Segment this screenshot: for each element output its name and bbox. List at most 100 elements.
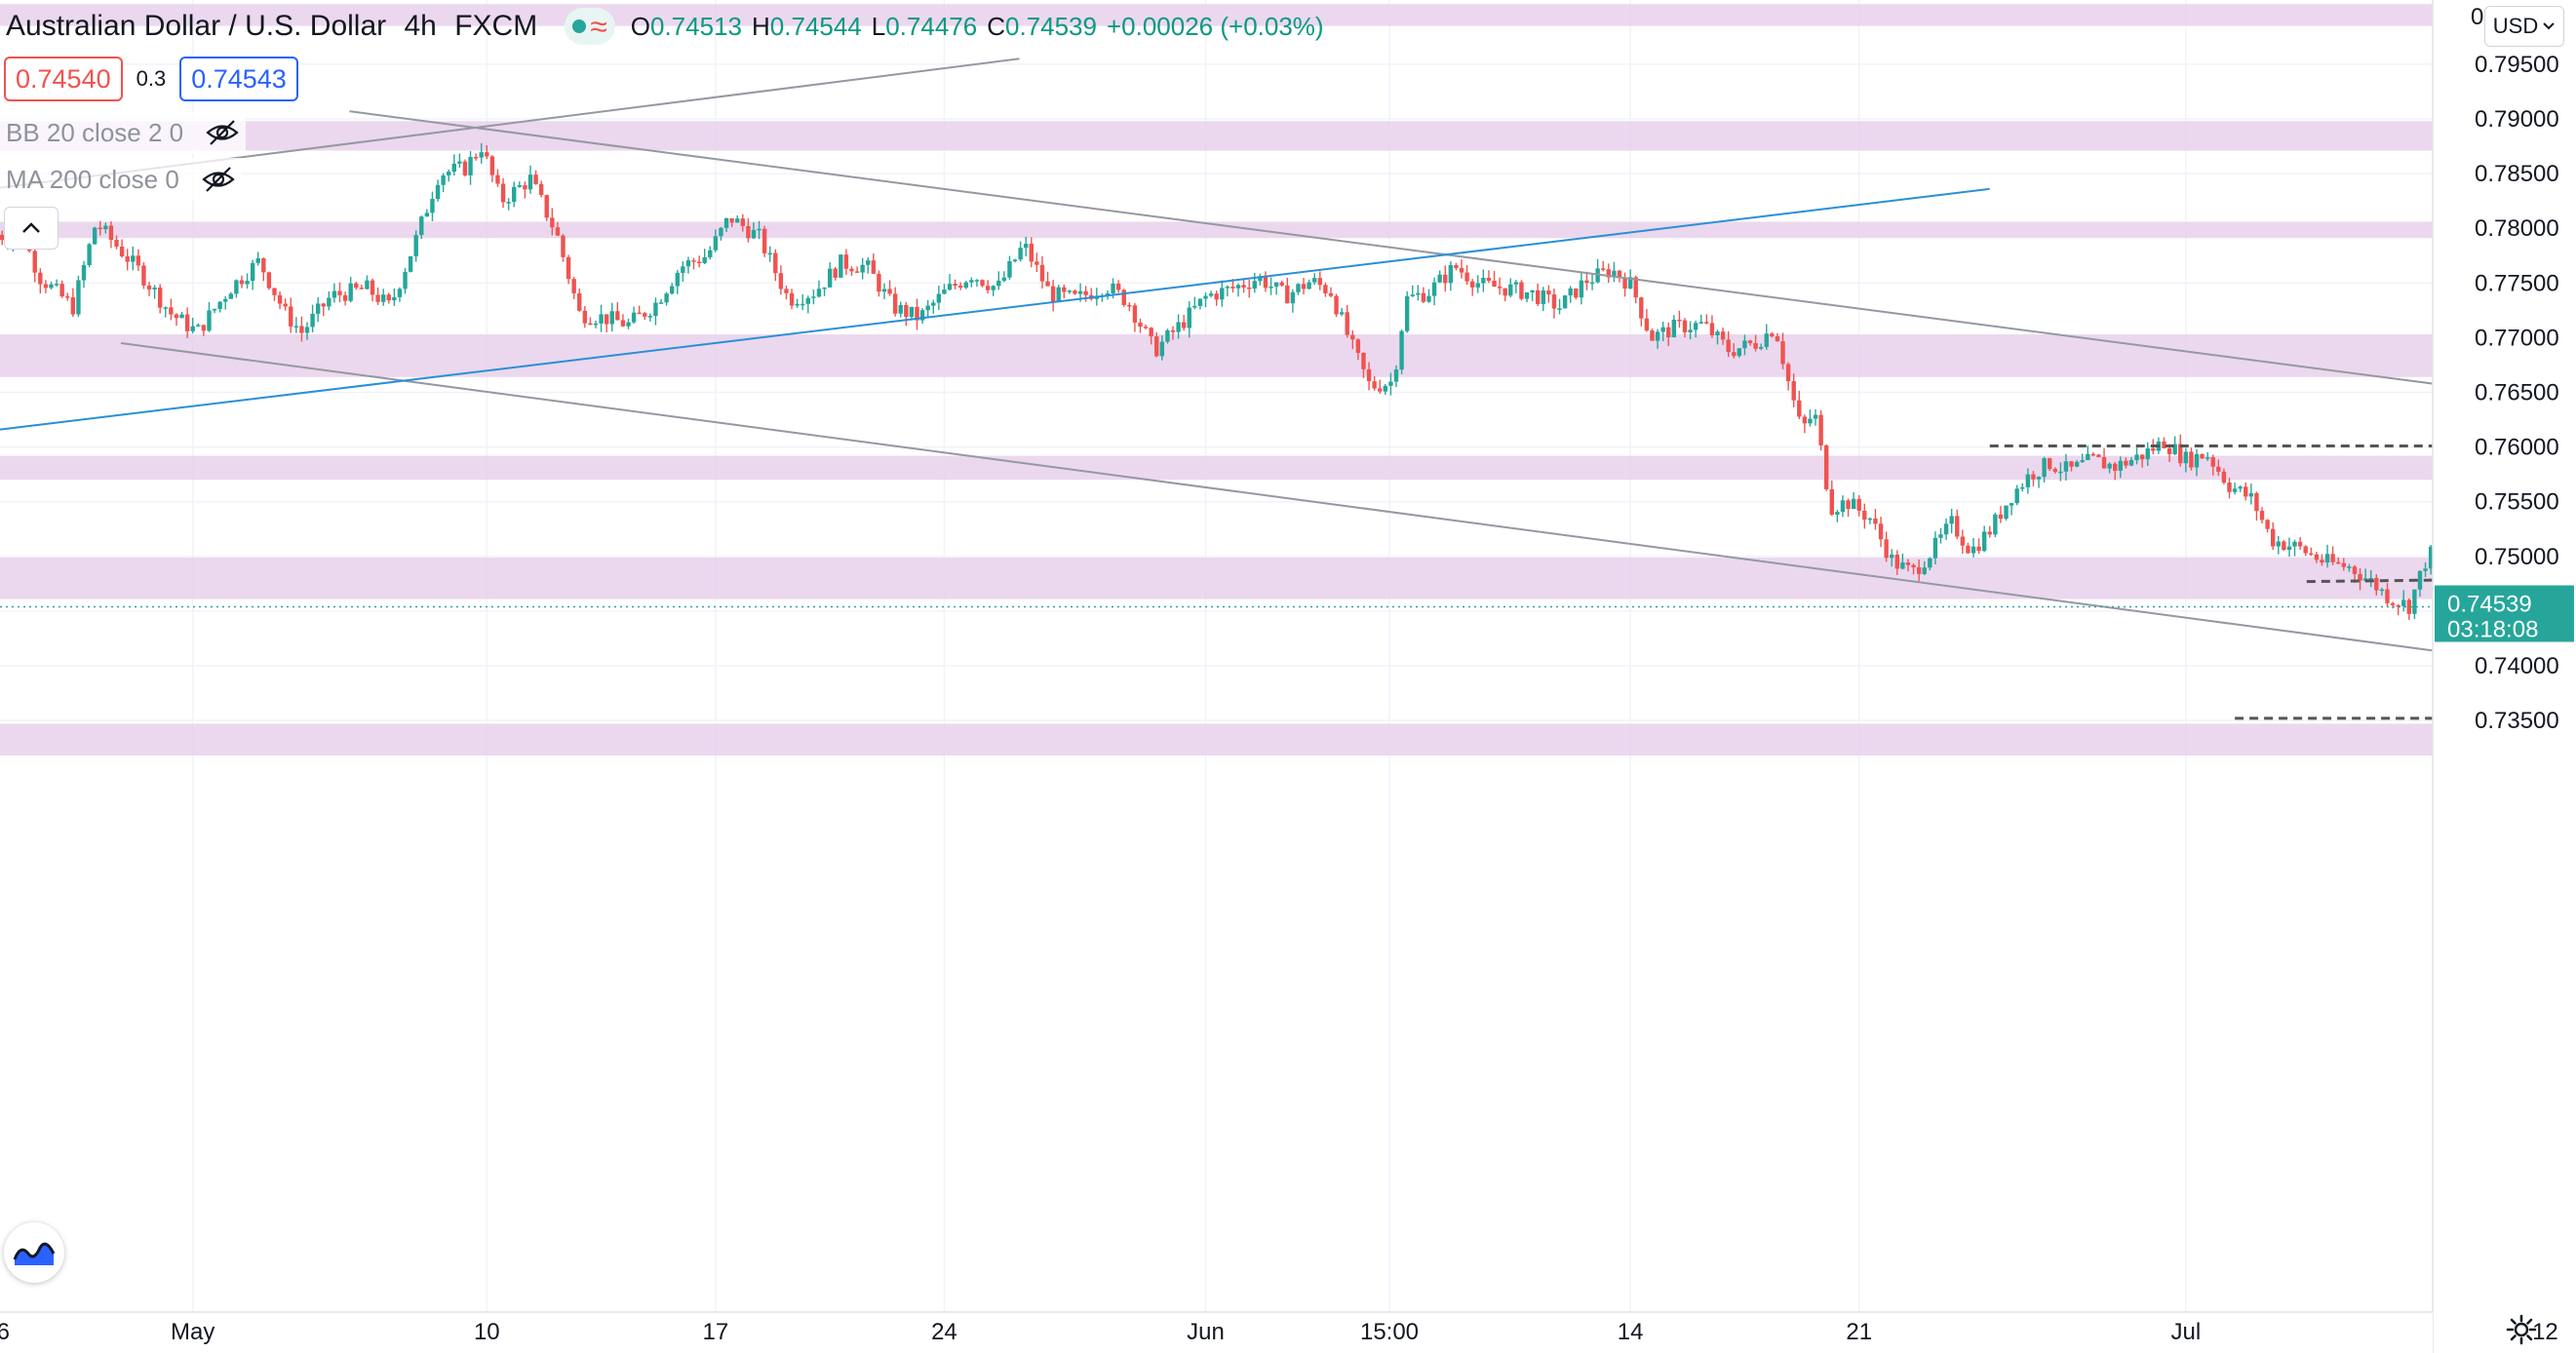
candle-body[interactable] bbox=[2335, 561, 2341, 564]
candle-body[interactable] bbox=[887, 289, 892, 294]
candle-body[interactable] bbox=[843, 254, 849, 269]
candle-body[interactable] bbox=[653, 302, 658, 317]
candle-body[interactable] bbox=[2320, 560, 2324, 563]
candle-body[interactable] bbox=[1323, 285, 1328, 293]
candle-body[interactable] bbox=[969, 280, 974, 283]
candle-body[interactable] bbox=[1513, 282, 1519, 285]
candle-body[interactable] bbox=[1279, 282, 1284, 286]
candle-body[interactable] bbox=[1922, 567, 1927, 574]
candle-body[interactable] bbox=[871, 260, 877, 274]
candle-body[interactable] bbox=[1671, 319, 1677, 338]
candle-body[interactable] bbox=[119, 246, 125, 257]
candle-body[interactable] bbox=[1062, 287, 1067, 292]
candle-body[interactable] bbox=[2080, 460, 2085, 462]
candle-body[interactable] bbox=[1818, 414, 1823, 445]
candle-body[interactable] bbox=[413, 235, 418, 256]
candle-body[interactable] bbox=[2183, 451, 2189, 464]
eye-crossed-icon[interactable] bbox=[205, 119, 240, 146]
candle-body[interactable] bbox=[2401, 599, 2406, 606]
candle-body[interactable] bbox=[2227, 483, 2232, 492]
candle-body[interactable] bbox=[2113, 463, 2118, 471]
candle-body[interactable] bbox=[1492, 281, 1497, 288]
candle-body[interactable] bbox=[681, 266, 685, 273]
candle-body[interactable] bbox=[1932, 537, 1938, 559]
candle-body[interactable] bbox=[2324, 554, 2330, 563]
candle-body[interactable] bbox=[1747, 340, 1753, 344]
candle-body[interactable] bbox=[1361, 353, 1366, 369]
candle-body[interactable] bbox=[98, 227, 102, 230]
candle-body[interactable] bbox=[942, 290, 947, 294]
candle-body[interactable] bbox=[2200, 453, 2205, 459]
candle-body[interactable] bbox=[370, 280, 375, 295]
candle-body[interactable] bbox=[131, 255, 136, 262]
candle-body[interactable] bbox=[1416, 292, 1421, 295]
candle-body[interactable] bbox=[1574, 288, 1579, 298]
candle-body[interactable] bbox=[919, 310, 925, 321]
candle-body[interactable] bbox=[2134, 454, 2139, 460]
candle-body[interactable] bbox=[1105, 292, 1111, 296]
candle-body[interactable] bbox=[1584, 280, 1589, 284]
candle-body[interactable] bbox=[620, 320, 626, 327]
candle-body[interactable] bbox=[321, 303, 326, 307]
candle-body[interactable] bbox=[2417, 570, 2423, 590]
candle-body[interactable] bbox=[1840, 500, 1846, 513]
candle-body[interactable] bbox=[1421, 292, 1426, 302]
candle-body[interactable] bbox=[784, 289, 789, 293]
candle-body[interactable] bbox=[283, 303, 288, 307]
candle-body[interactable] bbox=[468, 156, 473, 175]
candle-body[interactable] bbox=[201, 325, 207, 331]
candle-body[interactable] bbox=[1388, 381, 1393, 386]
candle-body[interactable] bbox=[1039, 264, 1045, 282]
candle-body[interactable] bbox=[1693, 323, 1698, 330]
candle-body[interactable] bbox=[827, 268, 833, 288]
tradingview-logo-button[interactable] bbox=[4, 1222, 64, 1283]
candle-body[interactable] bbox=[1546, 290, 1551, 295]
market-status-badge[interactable]: ≈ bbox=[565, 8, 615, 45]
candle-body[interactable] bbox=[1682, 320, 1688, 332]
candle-body[interactable] bbox=[174, 314, 179, 319]
candle-body[interactable] bbox=[1378, 388, 1383, 392]
candle-body[interactable] bbox=[500, 183, 506, 203]
candle-body[interactable] bbox=[223, 298, 228, 302]
candle-body[interactable] bbox=[1410, 294, 1415, 296]
candle-body[interactable] bbox=[327, 297, 332, 307]
candle-body[interactable] bbox=[1121, 290, 1126, 305]
candle-body[interactable] bbox=[1862, 510, 1867, 521]
candle-body[interactable] bbox=[1393, 369, 1399, 382]
candle-body[interactable] bbox=[702, 256, 707, 263]
candle-body[interactable] bbox=[1115, 283, 1121, 290]
trendline[interactable] bbox=[349, 110, 2576, 446]
candle-body[interactable] bbox=[2330, 554, 2335, 562]
candle-body[interactable] bbox=[2020, 486, 2025, 489]
candle-body[interactable] bbox=[517, 185, 523, 187]
candle-body[interactable] bbox=[250, 262, 255, 282]
candle-body[interactable] bbox=[430, 199, 435, 213]
candle-body[interactable] bbox=[866, 260, 871, 265]
candle-body[interactable] bbox=[103, 225, 108, 230]
candle-body[interactable] bbox=[1448, 264, 1454, 284]
candle-body[interactable] bbox=[2128, 459, 2134, 466]
candle-body[interactable] bbox=[1856, 498, 1861, 511]
candle-body[interactable] bbox=[1541, 290, 1545, 304]
candle-body[interactable] bbox=[898, 304, 903, 314]
candle-body[interactable] bbox=[365, 280, 370, 290]
candle-body[interactable] bbox=[1867, 518, 1873, 521]
candlestick-series[interactable] bbox=[0, 142, 2576, 661]
candle-body[interactable] bbox=[184, 314, 190, 331]
candle-body[interactable] bbox=[1851, 498, 1856, 510]
candle-body[interactable] bbox=[1993, 514, 1998, 535]
candle-body[interactable] bbox=[2428, 546, 2434, 569]
candle-body[interactable] bbox=[495, 174, 500, 184]
candle-body[interactable] bbox=[1780, 341, 1785, 365]
candle-body[interactable] bbox=[723, 217, 729, 228]
candle-body[interactable] bbox=[1660, 327, 1665, 332]
candle-body[interactable] bbox=[479, 152, 484, 158]
candle-body[interactable] bbox=[1503, 288, 1507, 296]
candle-body[interactable] bbox=[696, 261, 702, 263]
candle-body[interactable] bbox=[2189, 451, 2194, 468]
candle-body[interactable] bbox=[2406, 599, 2412, 614]
candle-body[interactable] bbox=[1001, 277, 1007, 281]
candle-body[interactable] bbox=[953, 284, 957, 287]
candle-body[interactable] bbox=[157, 288, 163, 308]
candle-body[interactable] bbox=[293, 326, 299, 328]
